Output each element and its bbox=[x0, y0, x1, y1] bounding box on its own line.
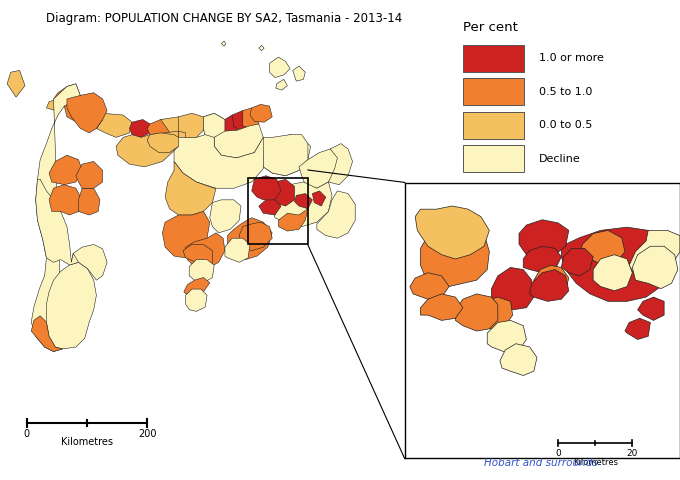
Polygon shape bbox=[49, 185, 82, 215]
Polygon shape bbox=[534, 265, 568, 297]
Polygon shape bbox=[519, 220, 568, 259]
Polygon shape bbox=[129, 120, 150, 137]
Polygon shape bbox=[183, 244, 212, 268]
Polygon shape bbox=[31, 316, 63, 351]
Polygon shape bbox=[312, 191, 326, 206]
Polygon shape bbox=[203, 113, 225, 137]
Polygon shape bbox=[35, 180, 78, 265]
Polygon shape bbox=[46, 99, 64, 110]
Text: 1.0 or more: 1.0 or more bbox=[539, 53, 604, 63]
Polygon shape bbox=[530, 270, 568, 301]
FancyBboxPatch shape bbox=[463, 145, 524, 172]
Polygon shape bbox=[632, 246, 678, 288]
Polygon shape bbox=[76, 161, 103, 188]
Polygon shape bbox=[228, 218, 272, 260]
Polygon shape bbox=[239, 222, 272, 251]
Polygon shape bbox=[214, 124, 263, 158]
Polygon shape bbox=[487, 321, 526, 352]
Polygon shape bbox=[259, 200, 281, 215]
Polygon shape bbox=[186, 289, 207, 312]
Polygon shape bbox=[165, 161, 216, 215]
Polygon shape bbox=[223, 115, 239, 135]
Text: Per cent: Per cent bbox=[463, 21, 518, 34]
Bar bbox=[248, 178, 308, 244]
Polygon shape bbox=[272, 182, 332, 227]
Text: Diagram: POPULATION CHANGE BY SA2, Tasmania - 2013-14: Diagram: POPULATION CHANGE BY SA2, Tasma… bbox=[46, 12, 403, 25]
Text: 0.5 to 1.0: 0.5 to 1.0 bbox=[539, 87, 592, 96]
Polygon shape bbox=[276, 79, 288, 90]
Polygon shape bbox=[269, 180, 294, 206]
Polygon shape bbox=[78, 188, 100, 215]
Polygon shape bbox=[523, 246, 562, 273]
Polygon shape bbox=[67, 93, 107, 133]
Polygon shape bbox=[225, 238, 250, 262]
Text: 0.0 to 0.5: 0.0 to 0.5 bbox=[539, 120, 592, 130]
Polygon shape bbox=[67, 102, 107, 129]
Polygon shape bbox=[174, 135, 268, 188]
Polygon shape bbox=[328, 144, 352, 185]
Polygon shape bbox=[562, 227, 675, 301]
Polygon shape bbox=[279, 209, 308, 231]
Polygon shape bbox=[189, 260, 214, 283]
Text: Hobart and surrounds: Hobart and surrounds bbox=[483, 458, 598, 468]
Text: 0: 0 bbox=[24, 429, 30, 439]
Polygon shape bbox=[420, 220, 490, 287]
Text: Kilometres: Kilometres bbox=[61, 437, 114, 447]
FancyBboxPatch shape bbox=[463, 45, 524, 72]
Polygon shape bbox=[148, 131, 186, 153]
Polygon shape bbox=[31, 84, 80, 351]
Text: 200: 200 bbox=[138, 429, 156, 439]
Polygon shape bbox=[294, 193, 312, 209]
Polygon shape bbox=[148, 120, 178, 139]
Polygon shape bbox=[638, 297, 664, 321]
Polygon shape bbox=[243, 108, 259, 129]
Polygon shape bbox=[203, 113, 225, 137]
FancyBboxPatch shape bbox=[463, 78, 524, 105]
Polygon shape bbox=[492, 267, 534, 310]
Polygon shape bbox=[420, 294, 463, 321]
Polygon shape bbox=[299, 149, 337, 188]
Polygon shape bbox=[593, 255, 632, 291]
FancyBboxPatch shape bbox=[463, 112, 524, 139]
Polygon shape bbox=[500, 344, 537, 375]
Polygon shape bbox=[252, 176, 281, 200]
Polygon shape bbox=[184, 277, 209, 295]
Polygon shape bbox=[64, 102, 103, 129]
Polygon shape bbox=[471, 297, 513, 329]
Polygon shape bbox=[410, 273, 449, 299]
Polygon shape bbox=[163, 211, 209, 258]
Polygon shape bbox=[116, 131, 178, 167]
Polygon shape bbox=[7, 71, 25, 97]
Polygon shape bbox=[232, 110, 250, 130]
Polygon shape bbox=[209, 200, 241, 233]
Polygon shape bbox=[54, 84, 80, 106]
Polygon shape bbox=[579, 230, 625, 265]
Polygon shape bbox=[263, 135, 308, 176]
Polygon shape bbox=[456, 294, 498, 331]
Polygon shape bbox=[160, 117, 189, 137]
Polygon shape bbox=[263, 135, 311, 176]
Polygon shape bbox=[49, 155, 82, 185]
Polygon shape bbox=[292, 66, 305, 81]
Polygon shape bbox=[415, 206, 490, 259]
Polygon shape bbox=[317, 191, 355, 238]
Polygon shape bbox=[562, 248, 593, 276]
Polygon shape bbox=[629, 230, 680, 280]
Polygon shape bbox=[71, 244, 107, 280]
Text: 0: 0 bbox=[556, 449, 561, 457]
Polygon shape bbox=[222, 41, 226, 47]
Polygon shape bbox=[178, 113, 205, 137]
Polygon shape bbox=[625, 318, 650, 339]
Text: 20: 20 bbox=[627, 449, 638, 457]
Text: Decline: Decline bbox=[539, 154, 581, 164]
Polygon shape bbox=[97, 113, 132, 137]
Polygon shape bbox=[46, 262, 97, 349]
Polygon shape bbox=[269, 57, 290, 78]
Polygon shape bbox=[250, 104, 272, 122]
Text: Kilometres: Kilometres bbox=[573, 458, 617, 467]
Polygon shape bbox=[259, 46, 264, 51]
Polygon shape bbox=[186, 233, 225, 268]
